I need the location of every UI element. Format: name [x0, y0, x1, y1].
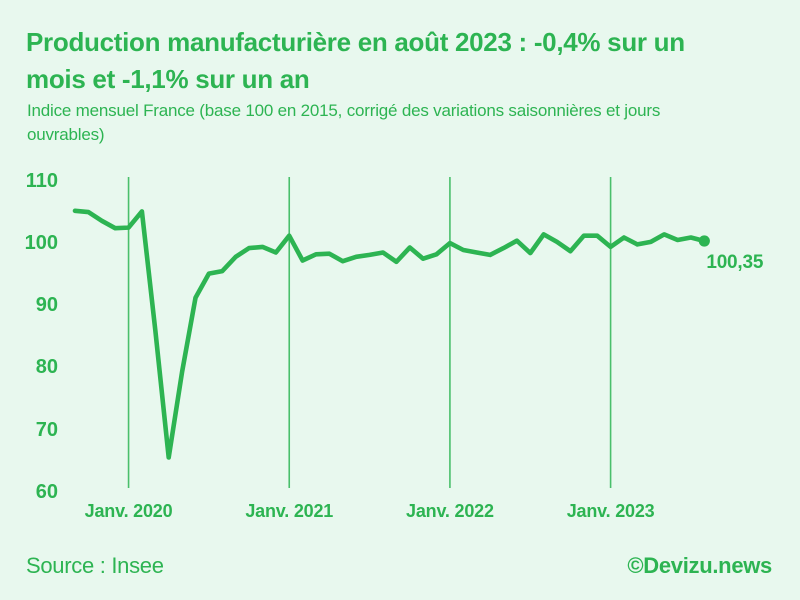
chart-title-line1: Production manufacturière en août 2023 :…	[26, 27, 685, 57]
chart-title: Production manufacturière en août 2023 :…	[26, 24, 776, 98]
chart-subtitle: Indice mensuel France (base 100 en 2015,…	[27, 99, 777, 147]
chart-subtitle-line1: Indice mensuel France (base 100 en 2015,…	[27, 101, 661, 120]
chart-footer: Source : Insee ©Devizu.news	[26, 552, 772, 580]
source-label: Source : Insee	[26, 553, 164, 578]
last-point-marker	[698, 235, 710, 247]
index-line	[72, 208, 707, 460]
chart-title-line2: mois et -1,1% sur un an	[26, 64, 310, 94]
chart-subtitle-line2: ouvrables)	[27, 125, 105, 144]
credit-label: ©Devizu.news	[627, 553, 772, 578]
last-value-label: 100,35	[706, 251, 764, 273]
